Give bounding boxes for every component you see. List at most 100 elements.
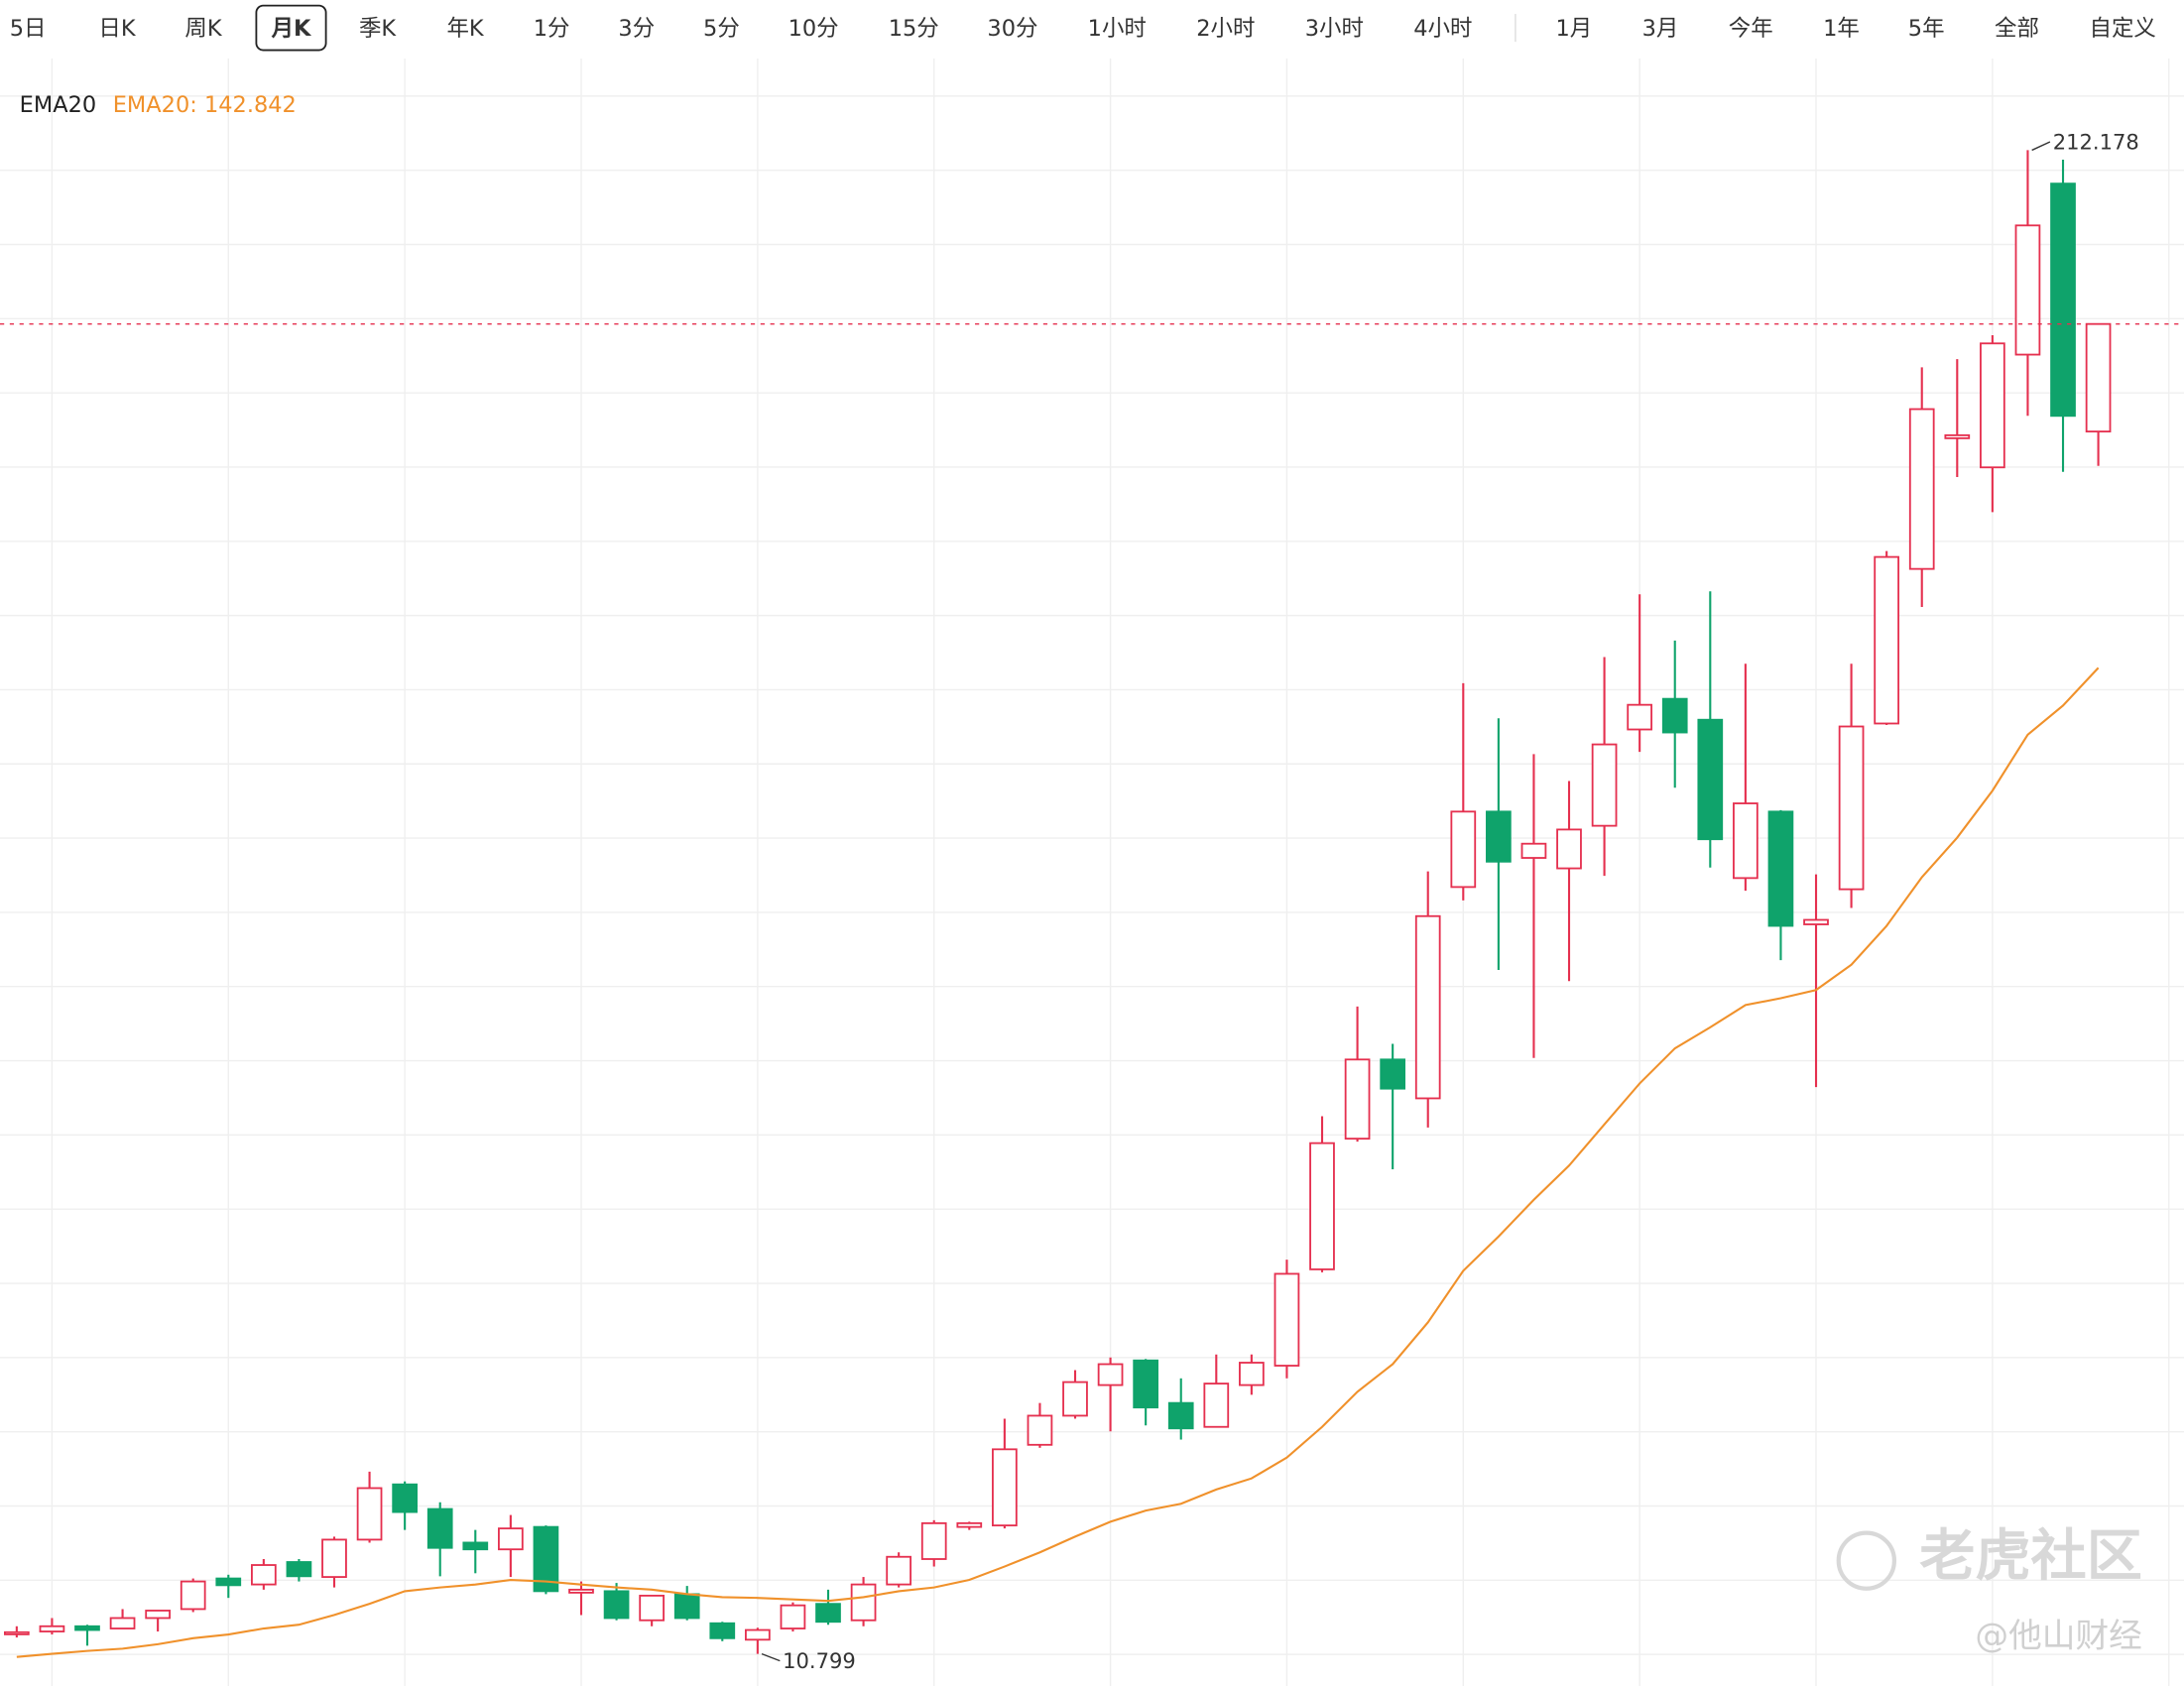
candle-body [1661,697,1688,734]
candle-body [1591,743,1618,827]
candle-body [956,1521,983,1528]
period-tab[interactable]: 15分 [889,16,939,42]
candle-body [1486,810,1512,863]
legend-value: EMA20: 142.842 [113,92,297,118]
period-tab[interactable]: 3分 [618,16,655,42]
candle-body [392,1483,418,1513]
candle-body [639,1594,665,1622]
range-tab[interactable]: 自定义 [2090,16,2156,42]
plot: 212.178 10.799 [0,129,2184,1673]
selected-tab [255,4,327,52]
period-tab[interactable]: 日K [98,16,136,42]
range-tab[interactable]: 今年 [1729,16,1773,42]
candle-body [1027,1414,1053,1446]
period-tab[interactable]: 月K [271,16,312,42]
candle-body [1520,842,1547,859]
period-tab[interactable]: 2小时 [1196,16,1255,42]
candle-body [1803,918,1829,925]
watermark-author: @他山财经 [1975,1616,2141,1654]
candle-body [1697,718,1724,841]
candle-body [533,1525,559,1593]
candle-body [1097,1363,1124,1386]
candle-body [1908,408,1935,570]
candle-body [1627,703,1653,731]
period-tab[interactable]: 3小时 [1305,16,1364,42]
candle-body [1556,828,1582,870]
period-tab[interactable]: 周K [184,16,222,42]
candle-body [603,1590,630,1620]
max-pointer [2031,141,2051,152]
min-pointer [761,1652,781,1662]
candle-body [745,1628,771,1641]
toolbar: 5日 日K 周K 月K 季K 年K 1分 3分 5分 10分 15分 30分 1小时 2小时 3小时 4小时 1… [10,4,2156,52]
watermark-logo [1836,1530,1897,1591]
candle-body [920,1521,947,1560]
candle-body [992,1448,1018,1527]
candle-body [2085,322,2112,433]
candle-body [1414,914,1441,1100]
candle-body [780,1604,806,1629]
grid [0,58,2184,1686]
period-tab[interactable]: 1分 [534,16,570,42]
toolbar-bg [0,0,2184,59]
candle-body [1944,433,1971,439]
candle-body [886,1555,911,1586]
candle-body [1450,810,1477,889]
candle-body [2050,182,2076,418]
range-tab[interactable]: 1月 [1556,16,1593,42]
range-tab[interactable]: 5年 [1908,16,1945,42]
candle-body [145,1610,171,1620]
candle-body [1733,802,1759,880]
candle-body [462,1541,489,1551]
candle-body [215,1577,242,1587]
candle-body [1239,1362,1265,1386]
candle-body [321,1538,347,1578]
candle-body [426,1507,453,1549]
candle-body [286,1561,312,1578]
candle-body [2014,224,2041,356]
ema-line [16,666,2100,1658]
candle-body [815,1603,841,1624]
period-tab[interactable]: 5分 [703,16,740,42]
range-tab[interactable]: 全部 [1995,16,2039,42]
candle-body [1380,1058,1406,1090]
period-tab[interactable]: 5日 [10,16,47,42]
watermark-brand: 老虎社区 [1919,1524,2142,1589]
candle-body [709,1622,736,1639]
candle-body [356,1487,383,1541]
candle-body [1344,1058,1371,1141]
legend-name: EMA20 [20,92,97,118]
period-tab[interactable]: 1小时 [1088,16,1147,42]
range-tab[interactable]: 3月 [1642,16,1679,42]
candle-body [1203,1383,1230,1428]
candle-body [39,1625,65,1632]
period-tab[interactable]: 4小时 [1413,16,1472,42]
candle-body [74,1625,100,1631]
candle-body [251,1564,277,1586]
candle-body [1167,1401,1194,1430]
candle-body [498,1527,524,1551]
candle-body [673,1593,700,1620]
candle-body [1980,342,2005,469]
range-tab[interactable]: 1年 [1823,16,1860,42]
candle-body [1274,1272,1300,1367]
candle-body [1838,725,1865,891]
candle-body [1062,1381,1088,1417]
candle-body [4,1630,30,1635]
candle-body [1309,1142,1335,1270]
candle-body [1133,1359,1159,1409]
candle-body [1767,810,1794,927]
max-label: 212.178 [2053,129,2139,154]
period-tab[interactable]: 年K [446,16,484,42]
candle-body [568,1588,594,1594]
candle-body [850,1583,877,1622]
min-label: 10.799 [783,1648,856,1673]
period-tab[interactable]: 30分 [987,16,1037,42]
candle-body [180,1580,206,1611]
period-tab[interactable]: 10分 [789,16,839,42]
candle-body [1874,555,1900,725]
candle-body [109,1617,136,1629]
period-tab[interactable]: 季K [359,16,397,42]
